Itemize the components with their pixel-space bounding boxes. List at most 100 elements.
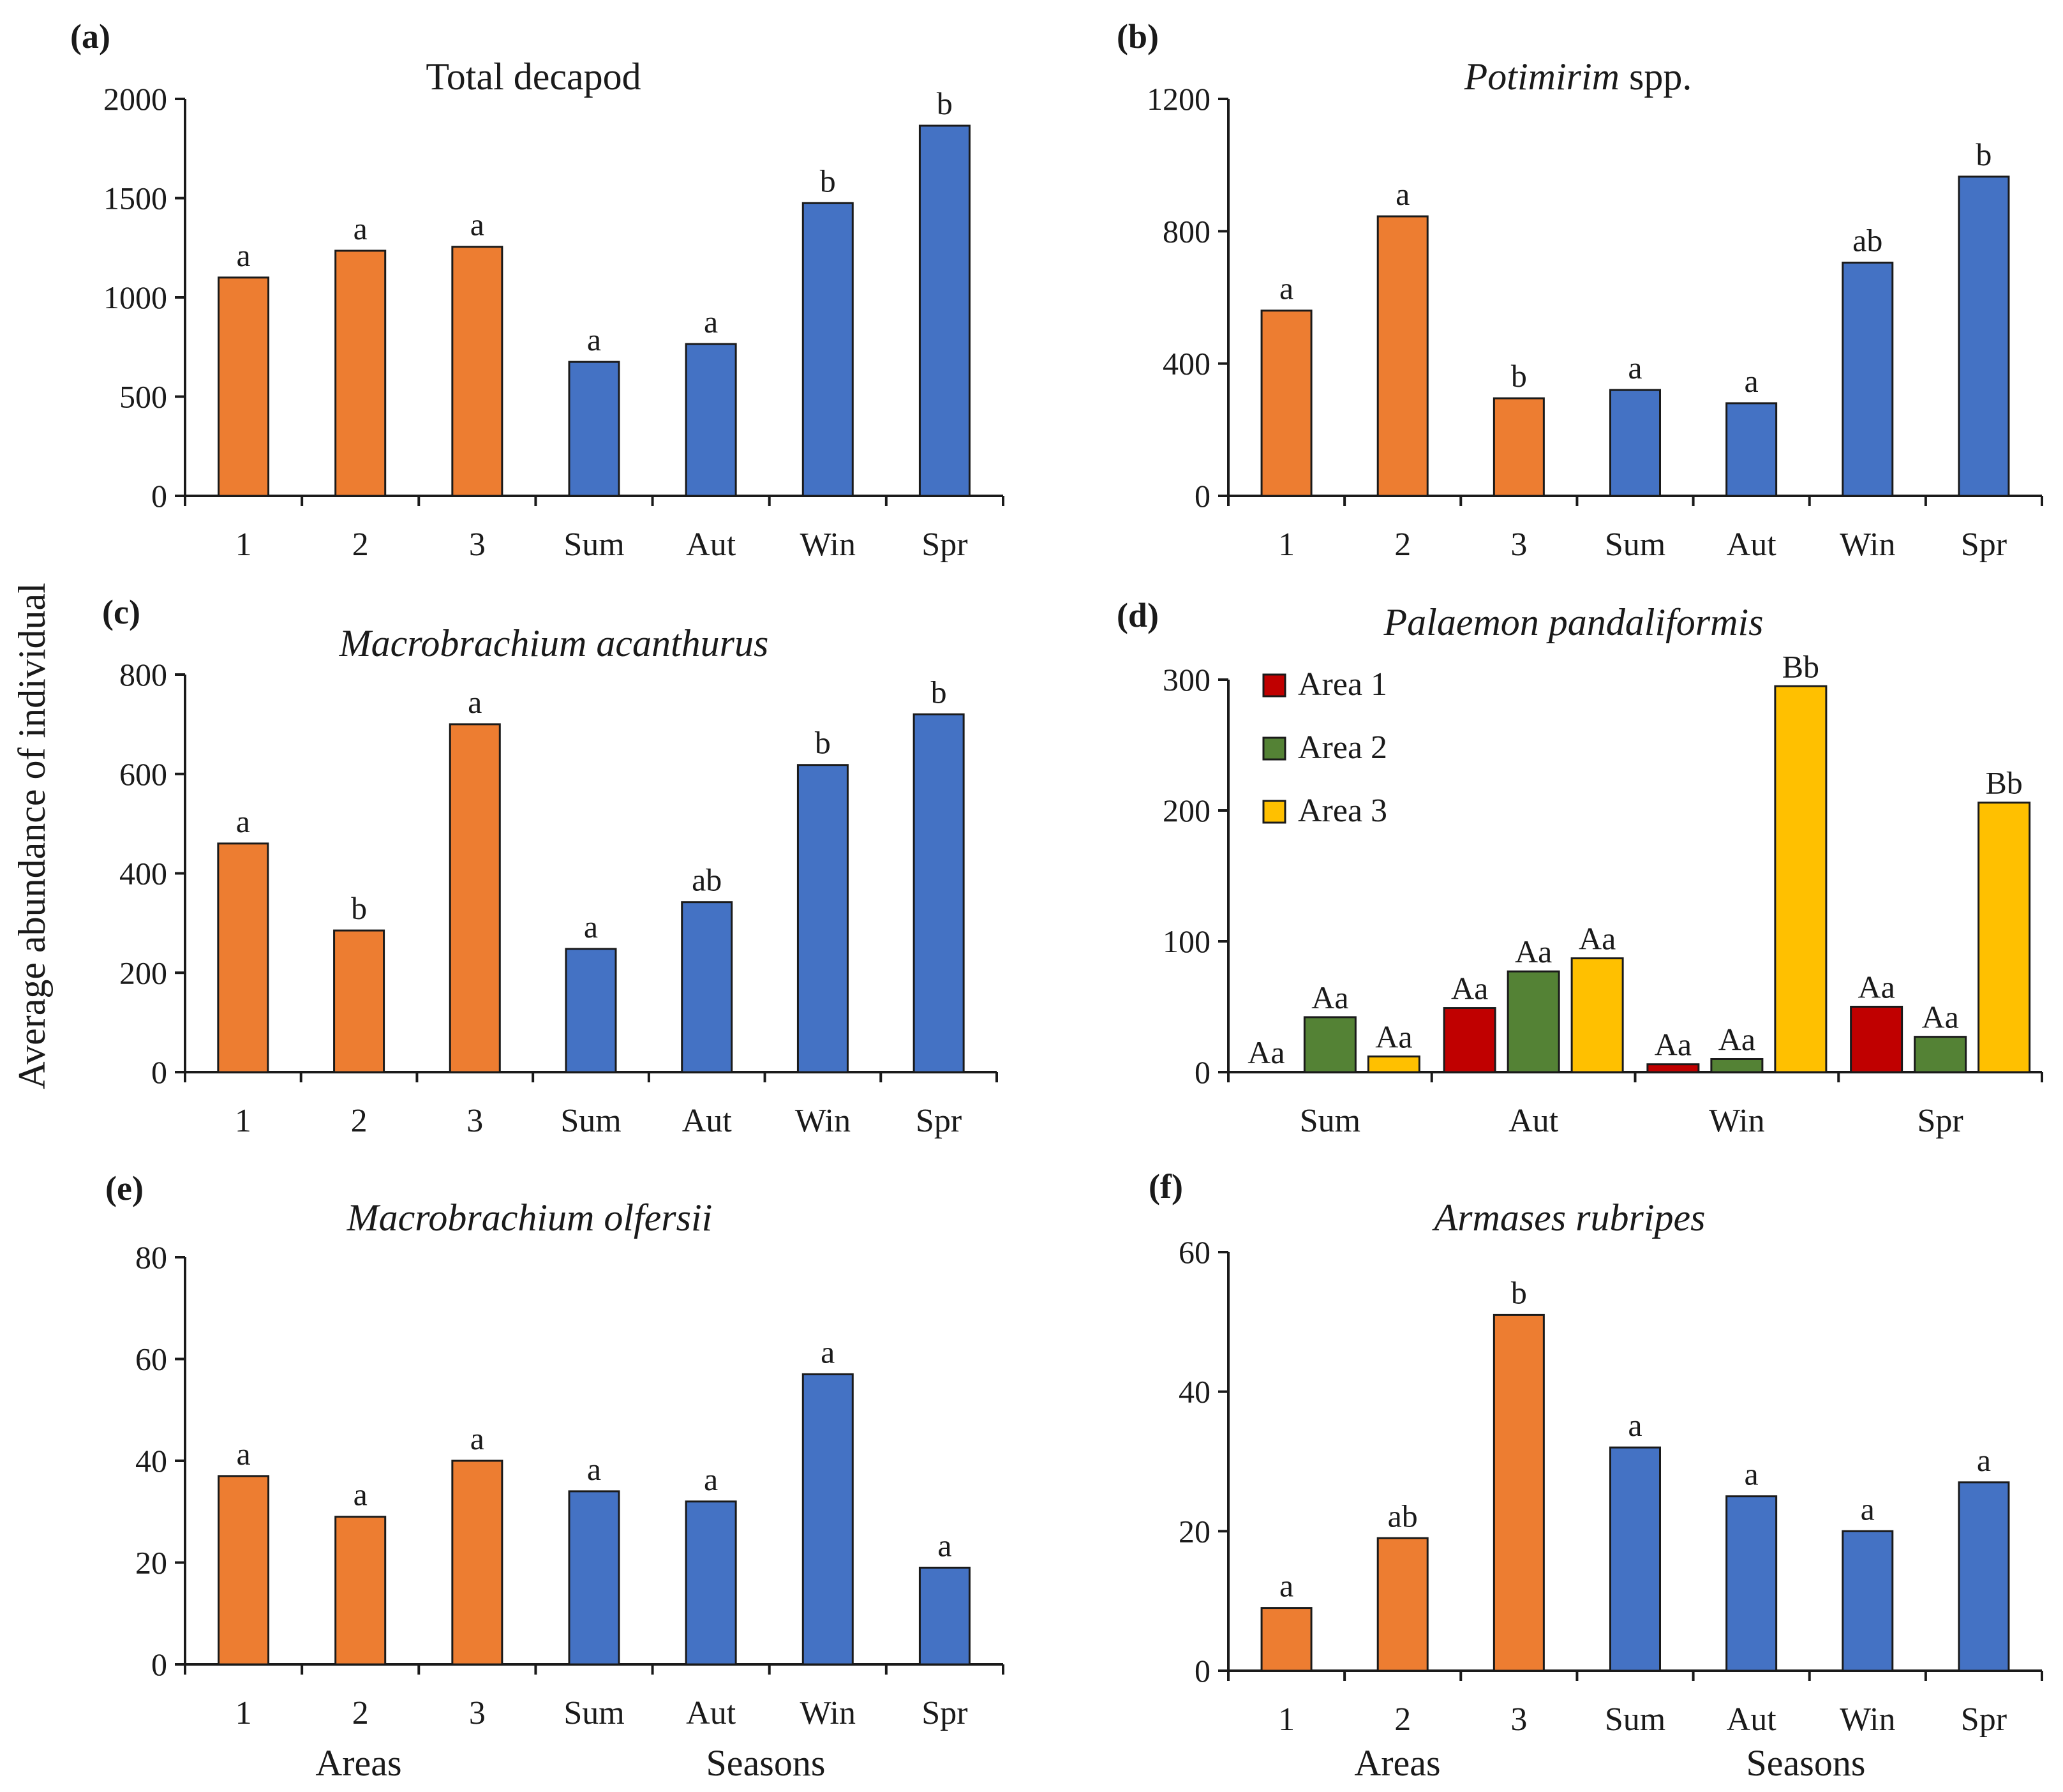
y-tick-label: 500 [119,379,167,415]
bar-significance-label: a [1861,1491,1875,1527]
bar-significance-label: ab [1388,1498,1418,1534]
bar-area-2 [1914,1036,1967,1073]
bar-area-3 [1570,957,1624,1073]
x-tick-label: Spr [1918,1103,1963,1139]
legend-swatch [1262,673,1286,698]
bar-1 [217,842,269,1073]
bar-significance-label: a [236,803,250,839]
bar-significance-label: a [470,1421,484,1456]
panel-e: (e) Macrobrachium olfersii 0 20 40 60 80 1 2 3 Sum… [105,1169,1004,1731]
group-label-areas-right: Areas [1354,1742,1440,1784]
bar-significance-label: a [587,322,601,357]
bar-aut [685,343,737,497]
x-tick-label: Spr [1961,526,2007,563]
bar-significance-label: b [1511,1274,1527,1310]
bar-aut [685,1500,737,1666]
bar-significance-label: b [815,725,831,761]
x-tick-label: Win [1709,1103,1764,1139]
panel-label: (f) [1149,1167,1183,1206]
bar-significance-label: a [1628,350,1642,385]
bar-significance-label: b [937,86,953,121]
bar-significance-label: a [354,211,368,246]
bar-area-3 [1367,1055,1420,1073]
group-label-seasons-left: Seasons [706,1742,826,1784]
bar-significance-label: Aa [1451,971,1488,1006]
bar-significance-label: Bb [1782,648,1819,684]
bar-significance-label: a [1745,363,1759,399]
y-tick-label: 1000 [103,280,167,315]
panel-label: (a) [70,17,110,56]
x-tick-label: Win [800,1695,856,1731]
y-tick-label: 200 [1163,793,1210,828]
panel-label: (d) [1117,596,1159,634]
panel-b: (b) Potimirim spp. 0 400 800 1200 1 2 3 Sum Aut Win… [1117,17,2043,563]
bar-significance-label: a [1628,1407,1642,1443]
bar-1 [1260,1607,1313,1672]
chart-title: Palaemon pandaliformis [1383,601,1764,643]
legend-item: Area 1 [1262,666,1387,703]
y-tick-label: 100 [1163,923,1210,959]
y-tick-label: 80 [135,1239,167,1275]
bar-3 [451,1460,503,1666]
bar-3 [449,723,501,1073]
chart-title-main: Potimirim [1464,56,1620,98]
x-tick-label: Spr [916,1103,962,1139]
chart-title-main: Macrobrachium acanthurus [339,622,769,664]
bar-3 [451,246,503,497]
y-tick-label: 800 [1163,213,1210,249]
x-tick-label: Sum [563,1695,624,1731]
x-tick-label: 1 [235,1695,252,1731]
bar-2 [334,1516,387,1666]
legend-label: Area 3 [1298,793,1387,829]
bar-significance-label: b [1511,358,1527,394]
x-tick-label: 2 [352,526,369,563]
bar-significance-label: b [931,674,947,710]
x-tick-label: Spr [1961,1701,2007,1738]
y-tick-label: 2000 [103,81,167,117]
bar-aut [1725,402,1778,497]
y-axis-label: Average abundance of individual [11,583,53,1089]
bar-2 [1376,1537,1429,1672]
x-tick-label: Sum [560,1103,621,1139]
bar-2 [334,250,387,497]
bar-win [801,1373,854,1666]
legend-label: Area 2 [1298,729,1387,766]
bar-significance-label: a [1745,1456,1759,1492]
y-tick-label: 0 [1195,1653,1210,1689]
chart-title-suffix: spp. [1620,56,1692,98]
chart-title: Macrobrachium acanthurus [339,622,769,664]
bar-significance-label: a [587,1451,601,1487]
bar-spr [918,1566,971,1666]
bar-area-3 [1977,802,2031,1073]
bar-significance-label: a [704,304,718,340]
bar-area-2 [1303,1016,1357,1073]
y-tick-label: 0 [151,478,167,514]
bar-significance-label: Aa [1311,980,1348,1015]
y-tick-label: 0 [151,1646,167,1682]
x-tick-label: Aut [1508,1103,1559,1139]
bar-sum [568,1490,620,1666]
x-tick-label: 3 [1510,1701,1527,1738]
y-tick-label: 20 [1179,1513,1210,1549]
bar-3 [1493,397,1545,497]
legend-item: Area 3 [1262,793,1387,829]
bar-2 [333,929,385,1073]
y-tick-label: 0 [151,1054,167,1090]
bar-significance-label: b [1976,137,1992,172]
bar-significance-label: a [584,909,598,945]
chart-title-main: Armases rubripes [1431,1197,1705,1239]
bar-significance-label: Aa [1858,969,1895,1005]
bar-sum [565,948,617,1073]
bar-area-3 [1774,685,1828,1073]
bar-win [796,764,849,1073]
bar-significance-label: Aa [1655,1027,1692,1063]
bar-significance-label: a [704,1461,718,1497]
group-label-areas-left: Areas [315,1742,401,1784]
x-tick-label: 1 [1278,1701,1295,1738]
y-tick-label: 0 [1195,478,1210,514]
bar-significance-label: Aa [1375,1019,1412,1054]
x-tick-label: 2 [352,1695,369,1731]
bar-significance-label: Bb [1985,765,2022,801]
